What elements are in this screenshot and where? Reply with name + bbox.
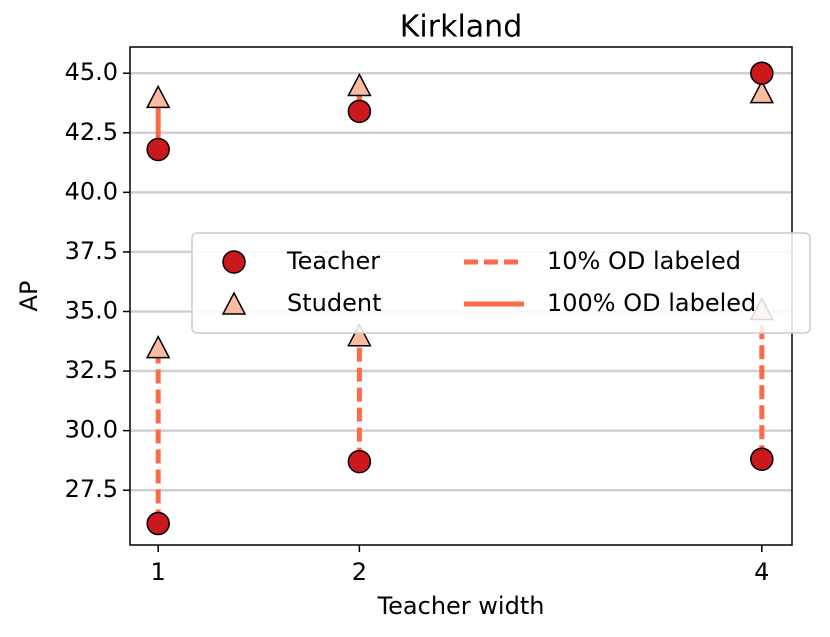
x-tick-label: 1 [151, 558, 166, 586]
legend-label: 10% OD labeled [547, 247, 741, 275]
y-tick-label: 45.0 [65, 58, 118, 86]
student-point [145, 84, 171, 109]
student-point [145, 334, 171, 359]
teacher-point [750, 447, 774, 471]
teacher-point [146, 511, 170, 536]
teacher-point [750, 61, 774, 85]
teacher-point [146, 137, 170, 162]
y-tick-label: 35.0 [65, 296, 118, 324]
x-tick-label: 2 [352, 558, 367, 586]
y-axis-label: AP [15, 281, 43, 312]
legend-label: 100% OD labeled [547, 289, 756, 317]
y-tick-label: 32.5 [65, 356, 118, 384]
teacher-point [347, 99, 372, 124]
chart-title: Kirkland [400, 10, 523, 45]
y-tick-label: 30.0 [65, 416, 118, 444]
legend-label: Student [287, 289, 381, 317]
student-point [347, 323, 372, 347]
x-tick-label: 4 [754, 558, 769, 586]
y-tick-label: 37.5 [65, 237, 118, 265]
y-tick-label: 40.0 [65, 177, 118, 205]
legend-marker [221, 291, 247, 315]
x-axis-label: Teacher width [377, 592, 545, 620]
legend-marker [222, 250, 246, 274]
y-tick-label: 27.5 [65, 475, 118, 503]
legend-box [191, 232, 811, 334]
y-tick-label: 42.5 [65, 118, 118, 146]
student-point [347, 72, 372, 97]
legend-label: Teacher [286, 247, 380, 275]
student-point [749, 80, 775, 104]
teacher-point [347, 449, 372, 474]
legend: Teacher Student 10% OD labeled 100% OD labe… [191, 232, 811, 334]
